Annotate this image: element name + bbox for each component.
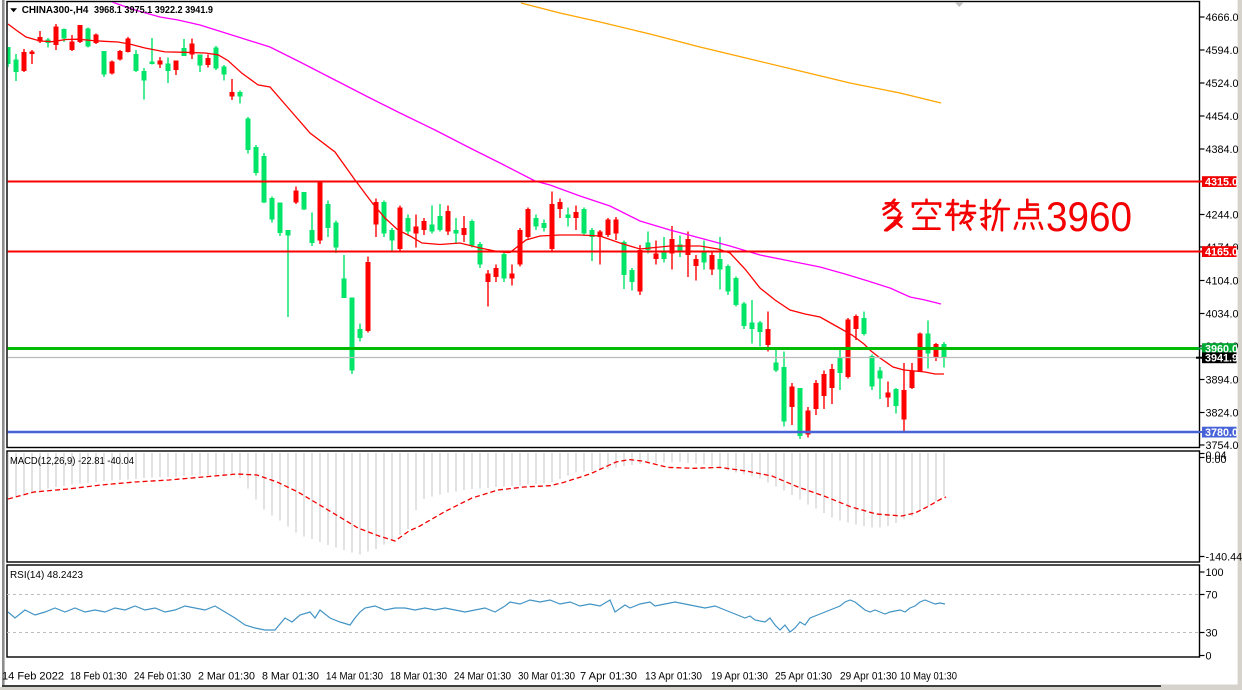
- svg-text:0: 0: [1206, 650, 1212, 662]
- svg-text:3941.9: 3941.9: [1205, 353, 1238, 365]
- svg-text:7 Apr 01:30: 7 Apr 01:30: [580, 671, 637, 683]
- svg-text:3780.0: 3780.0: [1205, 427, 1238, 439]
- svg-text:24 Mar 01:30: 24 Mar 01:30: [454, 671, 511, 683]
- svg-text:14 Feb 2022: 14 Feb 2022: [2, 671, 64, 683]
- svg-text:14 Mar 01:30: 14 Mar 01:30: [326, 671, 383, 683]
- svg-text:100: 100: [1206, 567, 1224, 579]
- svg-text:29 Apr 01:30: 29 Apr 01:30: [840, 671, 897, 683]
- svg-text:-140.44: -140.44: [1206, 551, 1242, 563]
- svg-text:MACD(12,26,9) -22.81 -40.04: MACD(12,26,9) -22.81 -40.04: [10, 455, 134, 467]
- svg-text:4244.0: 4244.0: [1206, 209, 1239, 221]
- svg-text:19 Apr 01:30: 19 Apr 01:30: [711, 671, 768, 683]
- svg-text:3824.0: 3824.0: [1206, 407, 1239, 419]
- svg-text:4454.0: 4454.0: [1206, 111, 1239, 123]
- svg-text:18 Mar 01:30: 18 Mar 01:30: [390, 671, 447, 683]
- svg-text:CHINA300-,H4: CHINA300-,H4: [22, 5, 89, 16]
- svg-text:4594.0: 4594.0: [1206, 45, 1239, 57]
- svg-text:18 Feb 01:30: 18 Feb 01:30: [70, 671, 127, 683]
- svg-text:4524.0: 4524.0: [1206, 78, 1239, 90]
- svg-text:0.00: 0.00: [1206, 454, 1227, 466]
- svg-text:30 Mar 01:30: 30 Mar 01:30: [518, 671, 575, 683]
- svg-text:3754.0: 3754.0: [1206, 440, 1239, 452]
- svg-text:4384.0: 4384.0: [1206, 144, 1239, 156]
- svg-text:4034.0: 4034.0: [1206, 308, 1239, 320]
- svg-text:4165.0: 4165.0: [1205, 246, 1238, 258]
- svg-text:30: 30: [1206, 627, 1218, 639]
- svg-text:3968.1 3975.1 3922.2 3941.9: 3968.1 3975.1 3922.2 3941.9: [94, 5, 213, 16]
- svg-text:4315.0: 4315.0: [1205, 176, 1238, 188]
- svg-text:3894.0: 3894.0: [1206, 374, 1239, 386]
- svg-text:RSI(14) 48.2423: RSI(14) 48.2423: [10, 569, 83, 581]
- svg-text:13 Apr 01:30: 13 Apr 01:30: [645, 671, 702, 683]
- svg-text:24 Feb 01:30: 24 Feb 01:30: [134, 671, 191, 683]
- svg-text:10 May 01:30: 10 May 01:30: [900, 671, 957, 683]
- svg-text:8 Mar 01:30: 8 Mar 01:30: [262, 671, 319, 683]
- svg-text:25 Apr 01:30: 25 Apr 01:30: [775, 671, 832, 683]
- svg-text:3960: 3960: [1046, 193, 1132, 240]
- svg-text:70: 70: [1206, 589, 1218, 601]
- svg-text:4666.0: 4666.0: [1206, 12, 1239, 24]
- svg-text:0.04: 0.04: [1206, 450, 1227, 462]
- svg-text:4104.0: 4104.0: [1206, 275, 1239, 287]
- svg-text:2 Mar 01:30: 2 Mar 01:30: [198, 671, 255, 683]
